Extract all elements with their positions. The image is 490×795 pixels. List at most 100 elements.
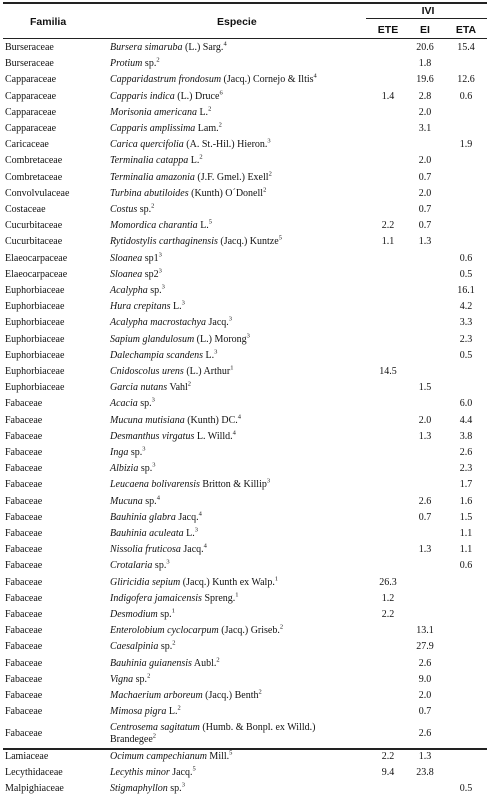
familia-cell: Fabaceae <box>5 495 43 507</box>
species-author: Britton & Killip <box>199 479 267 491</box>
species-author: sp. <box>137 204 152 215</box>
familia-cell: Combretaceae <box>5 171 63 183</box>
familia-cell: Caricaceae <box>5 139 49 151</box>
species-author: sp. <box>138 463 153 475</box>
footnote-marker: 2 <box>199 154 203 162</box>
species-name: Rytidostylis carthaginensis <box>110 236 218 248</box>
especie-cell: Machaerium arboreum (Jacq.) Benth2 <box>110 689 355 702</box>
ei-value: 1.5 <box>418 382 432 394</box>
familia-cell: Cucurbitaceae <box>5 236 63 248</box>
eta-value: 1.9 <box>459 139 473 151</box>
familia-cell: Fabaceae <box>5 414 43 426</box>
species-author: (Jacq.) Benth <box>202 690 259 701</box>
table-row: Capparaceae Morisonia americana L.2 2.0 <box>0 105 490 119</box>
species-name: Sloanea <box>110 268 143 280</box>
familia-cell: Euphorbiaceae <box>5 285 65 296</box>
header-ivi: IVI <box>421 5 435 17</box>
species-name: Turbina abutiloides <box>110 187 189 199</box>
table-row: Fabaceae Caesalpinia sp.2 27.9 <box>0 640 490 653</box>
ei-value: 19.6 <box>416 74 434 86</box>
table-row: Fabaceae Bauhinia aculeata L.3 1.1 <box>0 526 490 540</box>
table-row: Fabaceae Centrosema sagitatum (Humb. & Bo… <box>0 722 490 746</box>
species-name: Terminalia catappa <box>110 155 189 167</box>
species-author: L. <box>188 155 200 167</box>
familia-cell: Burseraceae <box>5 58 54 70</box>
bottom-rule <box>3 748 487 750</box>
species-author: (Kunth) O´Donell <box>188 187 264 199</box>
species-name: Nissolia fruticosa <box>110 544 181 556</box>
species-name: Capparidastrum frondosum <box>110 74 222 86</box>
ei-value: 2.6 <box>418 728 432 740</box>
species-name: Momordica charantia <box>110 220 198 232</box>
species-name: Machaerium arboreum <box>110 690 203 701</box>
footnote-marker: 3 <box>158 251 162 259</box>
footnote-marker: 1 <box>235 591 239 599</box>
footnote-marker: 1 <box>230 364 234 372</box>
footnote-marker: 3 <box>158 267 162 275</box>
familia-cell: Elaeocarpaceae <box>5 252 68 264</box>
footnote-marker: 2 <box>268 170 272 178</box>
especie-cell: Ocimum campechianum Mill.5 <box>110 750 355 763</box>
ei-value: 3.1 <box>418 123 432 134</box>
familia-cell: Fabaceae <box>5 463 43 475</box>
table-row: Capparaceae Capparis amplissima Lam.2 3.1 <box>0 122 490 135</box>
species-name: Lecythis minor <box>110 766 170 778</box>
familia-cell: Fabaceae <box>5 560 43 572</box>
especie-cell: Sloanea sp13 <box>110 251 355 265</box>
eta-value: 0.5 <box>459 783 473 794</box>
species-name: Cnidoscolus urens <box>110 366 184 377</box>
footnote-marker: 2 <box>208 105 212 113</box>
footnote-marker: 3 <box>166 559 170 567</box>
species-name: Capparis amplissima <box>110 123 196 134</box>
especie-cell: Indigofera jamaicensis Spreng.1 <box>110 591 355 605</box>
species-name: Bursera simaruba <box>110 42 183 53</box>
familia-cell: Fabaceae <box>5 479 43 491</box>
footnote-marker: 3 <box>181 781 185 789</box>
eta-value: 0.6 <box>459 252 473 264</box>
ei-value: 2.0 <box>418 690 432 701</box>
species-name: Costus <box>110 204 138 215</box>
ete-value: 1.4 <box>381 90 395 102</box>
ei-value: 0.7 <box>418 706 432 718</box>
table-row: Euphorbiaceae Acalypha macrostachya Jacq.… <box>0 316 490 329</box>
ei-value: 9.0 <box>418 673 432 685</box>
species-name: Indigofera jamaicensis <box>110 592 202 604</box>
table-row: Fabaceae Vigna sp.2 9.0 <box>0 673 490 686</box>
ei-value: 1.3 <box>418 544 432 556</box>
species-author: (A. St.-Hil.) Hieron. <box>183 139 268 151</box>
table-row: Fabaceae Albizia sp.3 2.3 <box>0 462 490 475</box>
ete-value: 14.5 <box>379 366 397 377</box>
species-author: sp. <box>152 560 167 572</box>
table-row: Cucurbitaceae Rytidostylis carthaginensis… <box>0 235 490 248</box>
species-author: (Jacq.) Kuntze <box>217 236 279 248</box>
table-row: Fabaceae Indigofera jamaicensis Spreng.1 1… <box>0 591 490 605</box>
species-author: (L.) Sarg. <box>182 42 224 53</box>
table-row: Fabaceae Gliricidia sepium (Jacq.) Kunth … <box>0 576 490 589</box>
table-row: Fabaceae Mimosa pigra L.2 0.7 <box>0 705 490 718</box>
footnote-marker: 3 <box>194 526 198 534</box>
footnote-marker: 3 <box>151 397 155 405</box>
species-name: Acalypha macrostachya <box>110 317 206 329</box>
table-row: Euphorbiaceae Acalypha sp.3 16.1 <box>0 284 490 297</box>
familia-cell: Fabaceae <box>5 576 43 588</box>
eta-value: 15.4 <box>457 42 475 53</box>
table-row: Fabaceae Bauhinia glabra Jacq.4 0.7 1.5 <box>0 511 490 524</box>
familia-cell: Fabaceae <box>5 657 43 669</box>
ei-value: 2.0 <box>418 414 432 426</box>
table-row: Combretaceae Terminalia catappa L.2 2.0 <box>0 154 490 167</box>
table-row: Fabaceae Mucuna sp.4 2.6 1.6 <box>0 495 490 508</box>
familia-cell: Fabaceae <box>5 641 43 653</box>
species-author: (Kunth) DC. <box>184 414 238 426</box>
familia-cell: Convolvulaceae <box>5 187 70 199</box>
especie-cell: Morisonia americana L.2 <box>110 105 355 119</box>
species-name: Crotalaria <box>110 560 153 572</box>
eta-value: 1.1 <box>459 544 473 556</box>
species-author: Jacq. <box>206 317 229 329</box>
especie-cell: Acacia sp.3 <box>110 397 355 410</box>
table-row: Combretaceae Terminalia amazonia (J.F. Gm… <box>0 170 490 184</box>
ei-value: 2.6 <box>418 495 432 507</box>
especie-cell: Caesalpinia sp.2 <box>110 640 355 653</box>
ei-value: 1.3 <box>418 750 432 762</box>
especie-cell: Bauhinia guianensis Aubl.2 <box>110 657 355 670</box>
table-row: Fabaceae Desmodium sp.1 2.2 <box>0 608 490 621</box>
